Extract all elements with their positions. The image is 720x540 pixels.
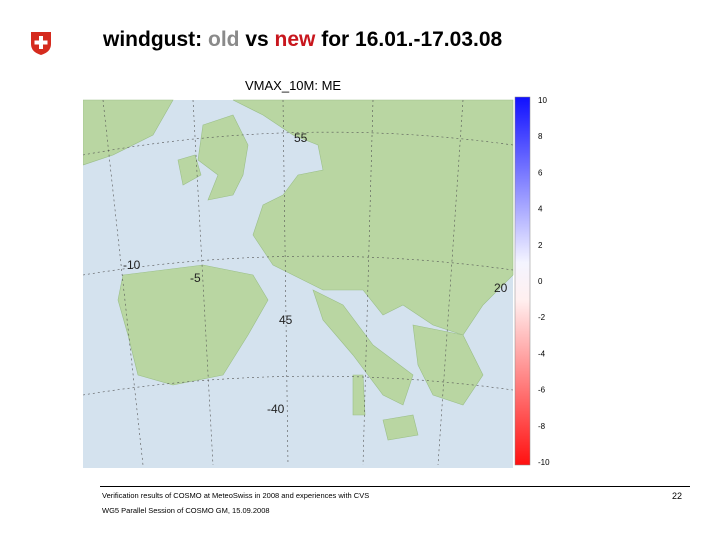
colorbar-tick-label: -6 <box>538 386 546 395</box>
colorbar-tick-label: 8 <box>538 132 543 141</box>
title-vs: vs <box>245 28 269 51</box>
footer-line2: WG5 Parallel Session of COSMO GM, 15.09.… <box>102 506 270 515</box>
colorbar-tick-label: -8 <box>538 422 546 431</box>
grid-label: 20 <box>494 281 508 295</box>
colorbar-tick-label: 10 <box>538 96 547 105</box>
colorbar-tick-label: 4 <box>538 205 543 214</box>
title-old: old <box>208 28 240 51</box>
page-number: 22 <box>672 491 683 501</box>
colorbar-tick-label: 0 <box>538 277 543 286</box>
graticule <box>83 99 514 466</box>
map-title: VMAX_10M: ME <box>245 78 341 93</box>
colorbar <box>514 96 531 466</box>
slide-title: windgust: old vs new for 16.01.-17.03.08 <box>103 28 502 52</box>
swiss-flag <box>31 32 51 55</box>
map: VMAX_10M: ME 55 -10 -5 45 -40 20 1086420… <box>83 78 550 468</box>
grid-label: -10 <box>123 258 141 272</box>
colorbar-tick-label: -2 <box>538 313 546 322</box>
footer-line1: Verification results of COSMO at MeteoSw… <box>102 491 370 500</box>
grid-label: -40 <box>267 402 285 416</box>
colorbar-tick-label: -4 <box>538 349 546 358</box>
title-new: new <box>274 28 316 51</box>
grid-label: -5 <box>190 271 201 285</box>
footer-rule <box>100 486 690 487</box>
colorbar-tick-label: -10 <box>538 458 550 467</box>
land <box>83 99 514 441</box>
title-suffix: for 16.01.-17.03.08 <box>321 28 503 51</box>
colorbar-tick-label: 6 <box>538 168 543 177</box>
grid-label: 55 <box>294 131 308 145</box>
grid-label: 45 <box>279 313 293 327</box>
colorbar-tick-label: 2 <box>538 241 543 250</box>
title-prefix: windgust: <box>103 28 203 51</box>
